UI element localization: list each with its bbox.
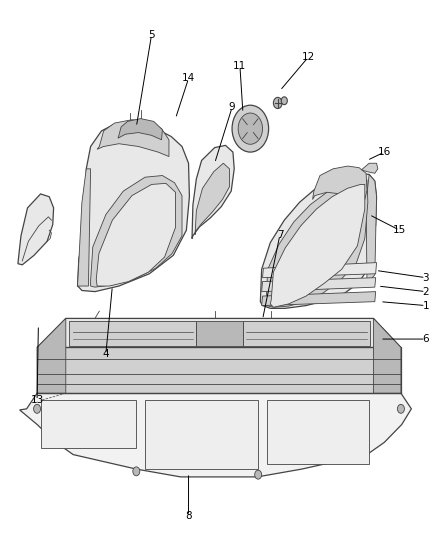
Polygon shape xyxy=(243,321,371,346)
Polygon shape xyxy=(96,183,176,286)
Text: 6: 6 xyxy=(422,334,429,344)
Circle shape xyxy=(273,98,282,109)
Polygon shape xyxy=(78,125,189,292)
Circle shape xyxy=(281,97,287,104)
Circle shape xyxy=(133,467,140,476)
Circle shape xyxy=(254,470,261,479)
Polygon shape xyxy=(37,318,66,393)
Polygon shape xyxy=(91,175,182,287)
Polygon shape xyxy=(270,184,365,307)
Polygon shape xyxy=(267,400,369,464)
Polygon shape xyxy=(362,163,378,173)
Polygon shape xyxy=(37,318,401,348)
Polygon shape xyxy=(261,278,376,292)
Polygon shape xyxy=(78,169,91,286)
Text: 2: 2 xyxy=(422,287,429,297)
Polygon shape xyxy=(196,321,243,346)
Polygon shape xyxy=(195,163,230,235)
Polygon shape xyxy=(261,292,376,305)
Polygon shape xyxy=(366,174,377,283)
Text: 3: 3 xyxy=(422,273,429,282)
Polygon shape xyxy=(69,321,196,346)
Circle shape xyxy=(238,113,262,144)
Text: 5: 5 xyxy=(148,30,155,40)
Polygon shape xyxy=(260,173,377,309)
Polygon shape xyxy=(192,146,234,239)
Circle shape xyxy=(397,405,404,413)
Text: 12: 12 xyxy=(302,52,315,62)
Text: 16: 16 xyxy=(378,147,391,157)
Polygon shape xyxy=(97,120,169,157)
Polygon shape xyxy=(266,180,368,307)
Polygon shape xyxy=(145,400,258,469)
Text: 4: 4 xyxy=(102,349,109,359)
Text: 8: 8 xyxy=(185,511,192,521)
Polygon shape xyxy=(118,119,162,140)
Text: 11: 11 xyxy=(233,61,247,70)
Text: 1: 1 xyxy=(422,301,429,311)
Text: 9: 9 xyxy=(229,102,235,112)
Polygon shape xyxy=(313,166,367,199)
Polygon shape xyxy=(37,348,401,393)
Polygon shape xyxy=(41,400,136,448)
Polygon shape xyxy=(374,318,401,393)
Text: 7: 7 xyxy=(277,230,283,240)
Text: 13: 13 xyxy=(31,395,44,406)
Circle shape xyxy=(34,405,41,413)
Text: 14: 14 xyxy=(182,74,195,83)
Polygon shape xyxy=(20,393,411,477)
Polygon shape xyxy=(262,263,377,278)
Circle shape xyxy=(232,105,268,152)
Polygon shape xyxy=(18,194,53,265)
Text: 15: 15 xyxy=(393,225,406,235)
